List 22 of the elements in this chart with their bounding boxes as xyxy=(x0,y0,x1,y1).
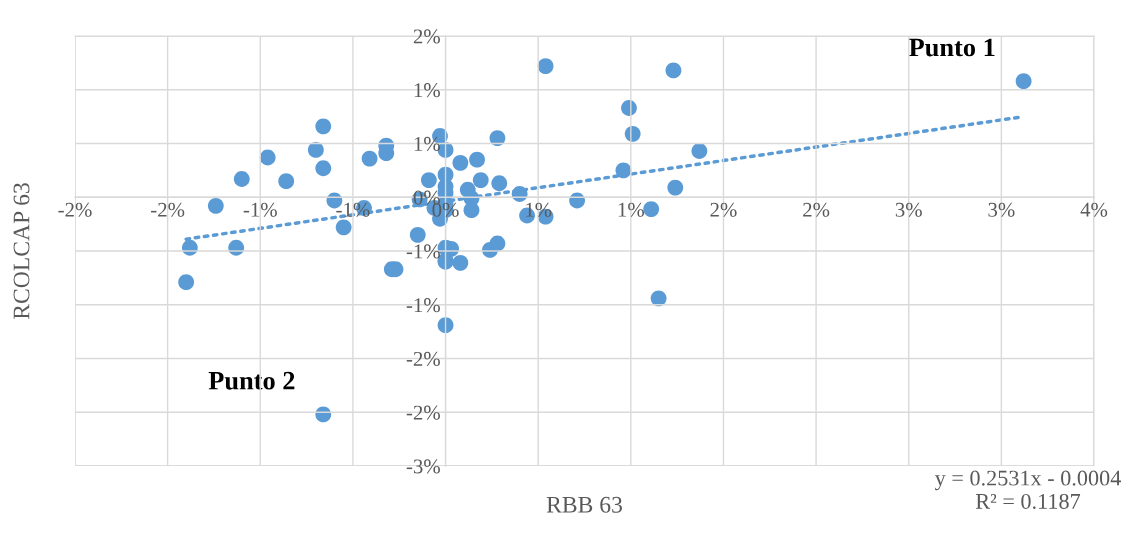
y-tick-label: -2% xyxy=(406,351,440,366)
text: y = 0.2531x - 0.0004 R² = 0.1187 xyxy=(934,470,1121,509)
x-tick-label: -1% xyxy=(243,202,277,217)
y-tick-label: 1% xyxy=(414,83,440,98)
annotation: Punto 1 xyxy=(909,38,995,57)
y-axis-title: RCOLCAP 63 xyxy=(13,183,30,320)
x-tick-label: 1% xyxy=(618,202,644,217)
x-tick-label: 2% xyxy=(803,202,830,217)
x-tick-label: 3% xyxy=(895,202,922,217)
x-tick-label: -2% xyxy=(58,202,92,217)
y-tick-label: -3% xyxy=(406,459,440,474)
y-tick-label: -1% xyxy=(406,244,440,259)
y-tick-label: -1% xyxy=(406,298,440,313)
y-tick-label: 1% xyxy=(414,136,440,151)
y-tick-label: 2% xyxy=(413,29,440,44)
x-tick-label: -2% xyxy=(151,202,185,217)
y-tick-label: -2% xyxy=(406,405,440,420)
x-axis-title: RBB 63 xyxy=(546,496,622,513)
annotation: Punto 2 xyxy=(208,371,295,390)
x-tick-label: 2% xyxy=(710,202,737,217)
x-tick-label: 3% xyxy=(988,202,1015,217)
x-tick-label: 4% xyxy=(1080,202,1108,217)
